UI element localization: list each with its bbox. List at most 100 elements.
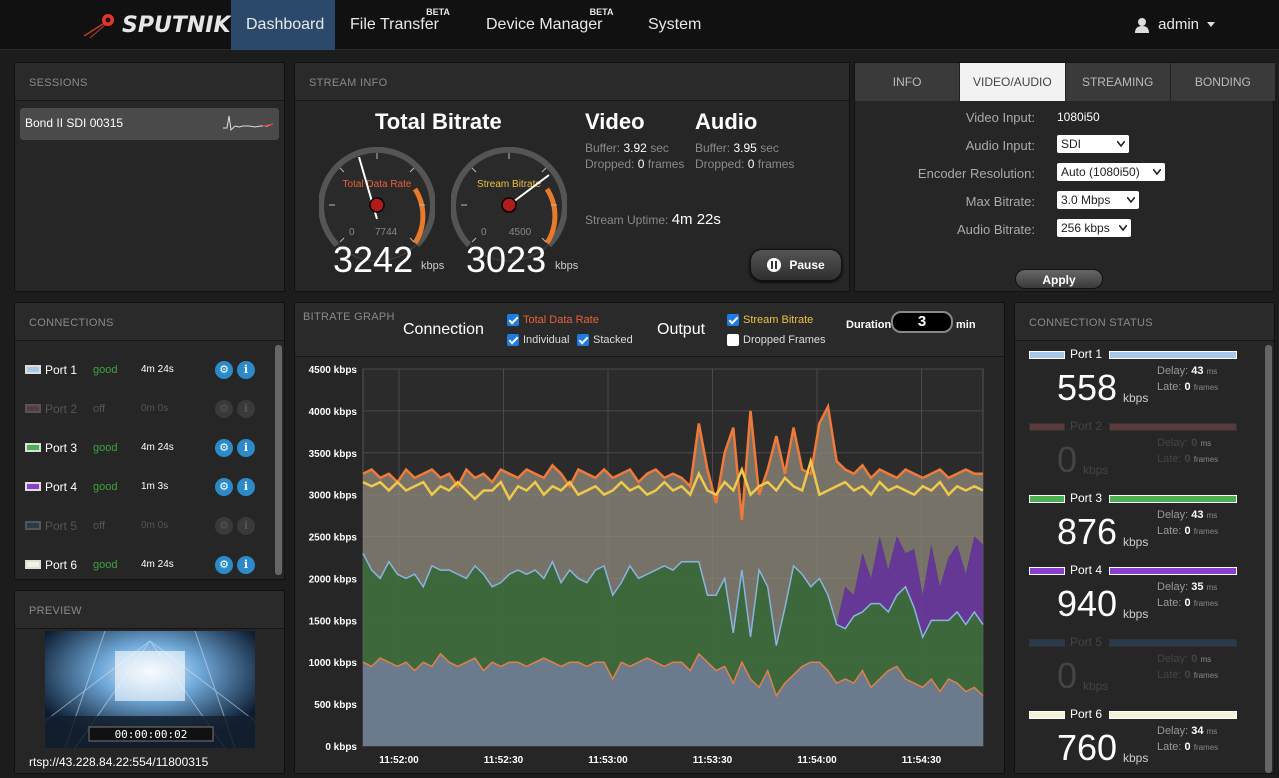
duration-input[interactable]: 3 — [891, 311, 953, 333]
tab-info[interactable]: INFO — [855, 63, 961, 101]
delay-label: Delay: — [1157, 653, 1189, 665]
gear-icon[interactable]: ⚙ — [215, 556, 233, 574]
gauge2-min: 0 — [481, 227, 487, 238]
pause-button[interactable]: Pause — [750, 249, 842, 281]
gear-icon[interactable]: ⚙ — [215, 517, 233, 535]
port-color-bar — [1109, 495, 1237, 503]
nav-system[interactable]: System — [633, 0, 716, 50]
audio-buffer-value: 3.95 — [733, 141, 757, 155]
sparkline-icon — [223, 115, 273, 132]
session-item[interactable]: Bond II SDI 00315 — [20, 108, 279, 140]
gauge1-value: 3242 — [333, 239, 414, 280]
connection-row[interactable]: Port 1 good 4m 24s ⚙ i — [25, 361, 265, 381]
total-data-rate-gauge: Total Data Rate 0 7744 — [319, 147, 435, 262]
info-icon[interactable]: i — [237, 556, 255, 574]
port-name: Port 5 — [45, 519, 78, 533]
pause-icon — [767, 258, 782, 272]
delay-unit: ms — [1206, 511, 1218, 520]
port-color-swatch — [25, 521, 41, 530]
connection-label: Connection — [403, 321, 484, 338]
late-label: Late: — [1157, 669, 1182, 681]
audio-input-value: SDI — [1061, 137, 1082, 151]
connection-status-item: Port 4 940 kbps Delay: 35 ms Late: 0 frames — [1029, 563, 1239, 635]
video-dropped-value: 0 — [637, 157, 645, 171]
port-name: Port 4 — [45, 480, 78, 494]
tab-streaming[interactable]: STREAMING — [1065, 63, 1171, 101]
gauge2-max: 4500 — [509, 227, 532, 238]
connections-title: CONNECTIONS — [29, 317, 114, 329]
checkbox-label: Stacked — [593, 334, 633, 346]
port-bitrate: 558 — [1057, 367, 1118, 408]
tab-video-audio[interactable]: VIDEO/AUDIO — [960, 63, 1066, 101]
tab-bonding[interactable]: BONDING — [1170, 63, 1275, 101]
connection-row[interactable]: Port 2 off 0m 0s ⚙ i — [25, 400, 265, 420]
user-menu[interactable]: admin — [1134, 16, 1215, 33]
late-label: Late: — [1157, 453, 1182, 465]
audio-bitrate-value: 256 kbps — [1061, 221, 1110, 235]
gauge2-value: 3023 — [466, 239, 547, 280]
late-unit: frames — [1193, 599, 1219, 608]
caret-down-icon — [1207, 22, 1215, 27]
max-bitrate-row: Max Bitrate: 3.0 Mbps — [855, 191, 1275, 213]
video-input-row: Video Input: 1080i50 — [855, 107, 1275, 129]
port-color-swatch — [25, 482, 41, 491]
port-name: Port 3 — [1070, 491, 1103, 505]
connection-row[interactable]: Port 4 good 1m 3s ⚙ i — [25, 478, 265, 498]
port-color-bar — [1109, 567, 1237, 575]
total-data-rate-checkbox[interactable]: Total Data Rate — [507, 314, 599, 326]
video-input-label: Video Input: — [965, 110, 1035, 125]
info-icon[interactable]: i — [237, 400, 255, 418]
stream-bitrate-checkbox[interactable]: Stream Bitrate — [727, 314, 813, 326]
port-color-bar — [1029, 567, 1065, 575]
video-preview-image[interactable]: 00:00:00:02 — [45, 631, 255, 748]
output-label: Output — [657, 321, 706, 338]
gauge1-min: 0 — [349, 227, 355, 238]
x-tick-label: 11:52:30 — [484, 755, 524, 766]
gear-icon[interactable]: ⚙ — [215, 478, 233, 496]
audio-input-select[interactable]: SDI — [1057, 135, 1129, 153]
connections-scrollbar[interactable] — [275, 345, 282, 575]
gear-icon[interactable]: ⚙ — [215, 400, 233, 418]
bitrate-unit: kbps — [1083, 679, 1109, 693]
port-color-bar — [1109, 711, 1237, 719]
max-bitrate-select[interactable]: 3.0 Mbps — [1057, 191, 1139, 209]
gear-icon[interactable]: ⚙ — [215, 439, 233, 457]
stage-preview-picture: 00:00:00:02 — [45, 631, 255, 748]
area-port-4 — [363, 536, 983, 646]
gear-icon[interactable]: ⚙ — [215, 361, 233, 379]
chevron-down-icon — [1153, 169, 1161, 175]
nav-file-transfer[interactable]: File Transfer BETA — [335, 0, 454, 50]
stacked-checkbox[interactable]: Stacked — [577, 334, 633, 346]
connection-row[interactable]: Port 3 good 4m 24s ⚙ i — [25, 439, 265, 459]
nav-device-manager[interactable]: Device Manager BETA — [471, 0, 618, 50]
info-icon[interactable]: i — [237, 478, 255, 496]
line-port-1 — [362, 652, 984, 698]
nav-dashboard[interactable]: Dashboard — [231, 0, 335, 50]
late-value: 0 — [1184, 741, 1191, 753]
sputnik-logo[interactable]: SPUTNIK — [82, 8, 231, 42]
encoder-resolution-select[interactable]: Auto (1080i50) — [1057, 163, 1165, 181]
connection-row[interactable]: Port 5 off 0m 0s ⚙ i — [25, 517, 265, 537]
audio-bitrate-select[interactable]: 256 kbps — [1057, 219, 1131, 237]
settings-panel: INFO VIDEO/AUDIO STREAMING BONDING Video… — [854, 62, 1275, 292]
username: admin — [1158, 16, 1199, 33]
dropped-frames-checkbox[interactable]: Dropped Frames — [727, 334, 826, 346]
info-icon[interactable]: i — [237, 439, 255, 457]
info-icon[interactable]: i — [237, 361, 255, 379]
port-color-swatch — [25, 560, 41, 569]
port-status: good — [93, 364, 118, 376]
apply-button[interactable]: Apply — [1015, 269, 1103, 289]
individual-checkbox[interactable]: Individual — [507, 334, 569, 346]
connection-row[interactable]: Port 6 good 4m 24s ⚙ i — [25, 556, 265, 576]
port-name: Port 2 — [45, 402, 78, 416]
audio-dropped-value: 0 — [747, 157, 755, 171]
y-tick-label: 2500 kbps — [309, 533, 358, 544]
info-icon[interactable]: i — [237, 517, 255, 535]
max-bitrate-label: Max Bitrate: — [965, 194, 1035, 209]
line-total-data-rate — [362, 402, 983, 520]
connection-status-scrollbar[interactable] — [1265, 345, 1272, 773]
port-color-bar — [1109, 423, 1237, 431]
x-tick-label: 11:54:00 — [797, 755, 837, 766]
gauge2-needle — [508, 174, 550, 206]
port-status: good — [93, 442, 118, 454]
